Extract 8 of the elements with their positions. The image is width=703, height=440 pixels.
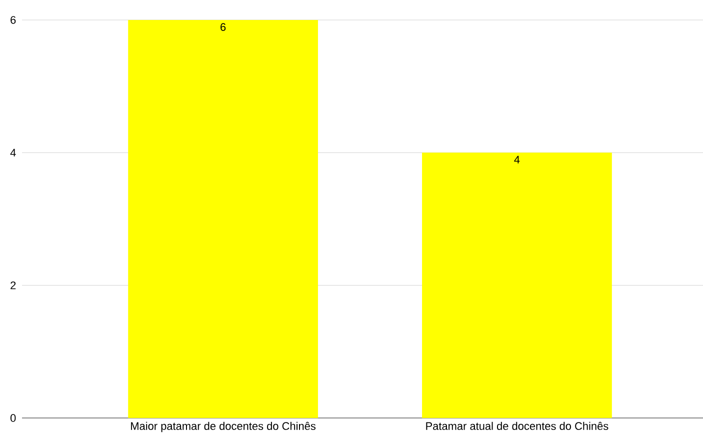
data-label: 6 xyxy=(220,23,226,31)
y-tick-label: 4 xyxy=(10,148,16,156)
y-tick-label: 0 xyxy=(10,414,16,422)
data-label: 4 xyxy=(514,156,520,164)
x-tick-label: Maior patamar de docentes do Chinês xyxy=(131,422,316,432)
x-tick-label: Patamar atual de docentes do Chinês xyxy=(426,422,608,430)
y-tick-label: 2 xyxy=(10,282,16,290)
y-tick-label: 6 xyxy=(10,16,16,24)
